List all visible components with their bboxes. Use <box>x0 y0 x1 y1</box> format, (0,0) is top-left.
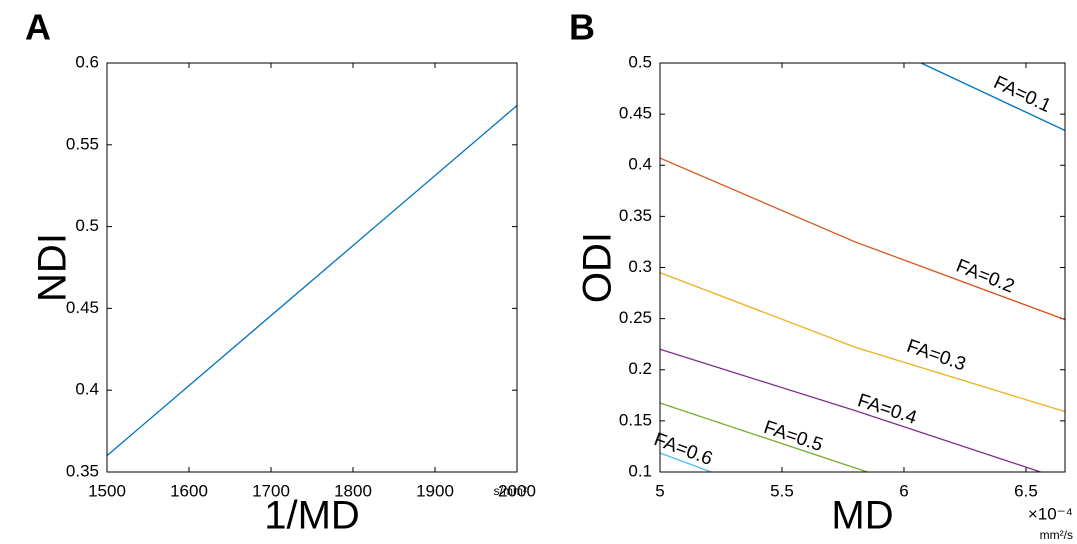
x-unit: s/mm² <box>494 484 527 498</box>
axes-box <box>106 62 518 473</box>
y-axis-label: NDI <box>31 233 75 302</box>
panel-letter: B <box>569 7 595 48</box>
y-tick-label: 0.2 <box>628 359 652 378</box>
data-line <box>659 272 1066 413</box>
x-tick-label: 5.5 <box>770 481 794 500</box>
x-axis-label: 1/MD <box>264 494 360 538</box>
y-tick-label: 0.55 <box>66 134 99 153</box>
panel-letter: A <box>25 7 51 48</box>
y-tick-label: 0.35 <box>619 206 652 225</box>
y-tick-label: 0.4 <box>628 155 652 174</box>
y-tick-label: 0.45 <box>619 104 652 123</box>
y-tick-label: 0.15 <box>619 410 652 429</box>
x-tick-label: 1600 <box>170 481 208 500</box>
y-axis-label: ODI <box>576 232 620 303</box>
y-tick-label: 0.5 <box>75 216 99 235</box>
contour-label: FA=0.6 <box>651 429 715 470</box>
y-tick-label: 0.35 <box>66 461 99 480</box>
data-line <box>659 157 1066 321</box>
data-line <box>920 62 1066 132</box>
x-unit: mm²/s <box>1040 528 1073 542</box>
y-tick-label: 0.25 <box>619 308 652 327</box>
contour-label: FA=0.5 <box>761 417 825 456</box>
x-tick-label: 2000 <box>498 481 536 500</box>
data-line <box>659 348 1041 473</box>
data-line <box>659 402 868 473</box>
data-line <box>659 452 712 473</box>
x-tick-label: 1800 <box>334 481 372 500</box>
x-tick-label: 6.5 <box>1014 481 1038 500</box>
axes-box <box>659 62 1066 473</box>
x-tick-label: 1500 <box>88 481 126 500</box>
y-tick-label: 0.5 <box>628 52 652 71</box>
contour-label: FA=0.3 <box>904 336 968 376</box>
x-multiplier: ×10⁻⁴ <box>1028 504 1073 523</box>
y-tick-label: 0.3 <box>628 257 652 276</box>
contour-label: FA=0.2 <box>953 256 1017 298</box>
data-line <box>106 105 518 457</box>
x-tick-label: 5 <box>655 481 664 500</box>
y-tick-label: 0.45 <box>66 298 99 317</box>
x-tick-label: 6 <box>899 481 908 500</box>
x-axis-label: MD <box>831 494 893 538</box>
y-tick-label: 0.1 <box>628 461 652 480</box>
contour-label: FA=0.4 <box>855 390 920 429</box>
x-tick-label: 1700 <box>252 481 290 500</box>
x-tick-label: 1900 <box>416 481 454 500</box>
y-tick-label: 0.4 <box>75 380 99 399</box>
y-tick-label: 0.6 <box>75 52 99 71</box>
